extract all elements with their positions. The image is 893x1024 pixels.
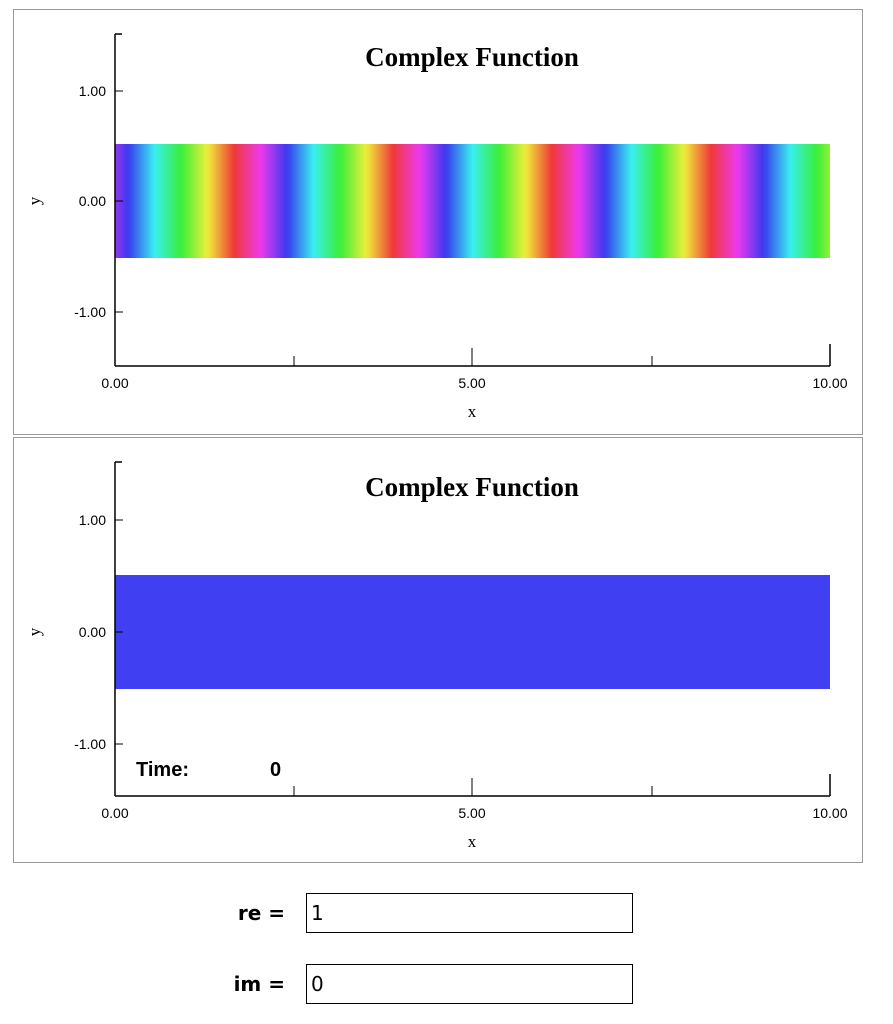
plot-2-xtick-label: 0.00 <box>101 805 128 821</box>
re-field-row: re = <box>0 893 893 933</box>
plot-1-svg: Complex Function 1.00 0.00 -1.00 0.00 5.… <box>25 33 848 421</box>
plot-2-svg: Complex Function 1.00 0.00 -1.00 0.00 5.… <box>25 461 848 851</box>
plot-2-ytick-label: -1.00 <box>74 736 106 752</box>
plot-2-xtick-label: 10.00 <box>812 805 847 821</box>
time-label: Time: <box>136 759 189 781</box>
plot-2-x-axis-label: x <box>468 832 477 851</box>
time-value: 0 <box>270 759 281 781</box>
complex-function-plot-2: Complex Function 1.00 0.00 -1.00 0.00 5.… <box>13 437 863 863</box>
plot-2-xtick-label: 5.00 <box>458 805 485 821</box>
plot-1-x-axis-label: x <box>468 402 477 421</box>
plot-1-xtick-label: 0.00 <box>101 375 128 391</box>
plot-1-phase-band <box>115 144 830 258</box>
plot-2-solid-band <box>115 575 830 689</box>
plot-1-ytick-label: 0.00 <box>79 193 106 209</box>
im-input[interactable] <box>306 964 633 1004</box>
re-label: re = <box>237 901 285 925</box>
plot-1-ytick-label: -1.00 <box>74 304 106 320</box>
complex-function-plot-1: Complex Function 1.00 0.00 -1.00 0.00 5.… <box>13 9 863 435</box>
re-input[interactable] <box>306 893 633 933</box>
plot-2-ytick-label: 0.00 <box>79 624 106 640</box>
plot-1-y-axis-label: y <box>25 196 44 205</box>
im-label: im = <box>233 972 285 996</box>
im-field-row: im = <box>0 964 893 1004</box>
plot-1-title: Complex Function <box>365 42 579 72</box>
plot-1-ytick-label: 1.00 <box>79 83 106 99</box>
plot-1-xtick-label: 5.00 <box>458 375 485 391</box>
plot-2-y-axis-label: y <box>25 627 44 636</box>
plot-2-ytick-label: 1.00 <box>79 512 106 528</box>
plot-1-xtick-label: 10.00 <box>812 375 847 391</box>
plot-2-title: Complex Function <box>365 472 579 502</box>
